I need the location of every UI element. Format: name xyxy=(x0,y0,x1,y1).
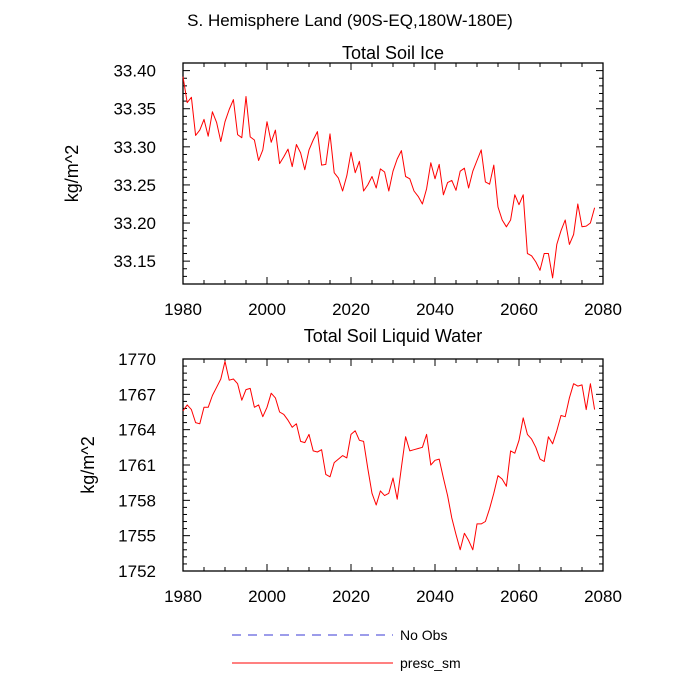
x-tick-label: 2000 xyxy=(248,300,286,319)
x-tick-label: 2060 xyxy=(500,300,538,319)
panel-1: Total Soil Ice kg/m^2 1980 2000 2020 2040 2060… xyxy=(62,43,622,319)
series-line-presc_sm xyxy=(182,360,596,551)
legend-label-2: presc_sm xyxy=(400,655,461,671)
y-tick-label: 33.25 xyxy=(113,176,156,195)
x-tick-label: 2040 xyxy=(416,587,454,606)
y-axis-label: kg/m^2 xyxy=(78,436,98,493)
legend-label-1: No Obs xyxy=(400,627,447,643)
y-tick-label: 33.35 xyxy=(113,100,156,119)
figure-title: S. Hemisphere Land (90S-EQ,180W-180E) xyxy=(187,11,513,30)
y-tick-label: 1758 xyxy=(118,491,156,510)
x-tick-label: 2020 xyxy=(332,587,370,606)
y-tick-label: 33.20 xyxy=(113,214,156,233)
x-tick-label: 2060 xyxy=(500,587,538,606)
panel-title: Total Soil Ice xyxy=(342,43,444,63)
y-tick-label: 1755 xyxy=(118,527,156,546)
y-axis-label: kg/m^2 xyxy=(62,145,82,202)
series-line-presc_sm xyxy=(182,76,596,279)
y-tick-label: 33.15 xyxy=(113,252,156,271)
y-tick-label: 1761 xyxy=(118,456,156,475)
y-tick-label: 1770 xyxy=(118,350,156,369)
y-tick-label: 1767 xyxy=(118,385,156,404)
x-tick-label: 2080 xyxy=(584,587,622,606)
y-tick-label: 33.40 xyxy=(113,62,156,81)
y-tick-label: 1764 xyxy=(118,421,156,440)
x-tick-label: 1980 xyxy=(164,587,202,606)
x-tick-label: 2020 xyxy=(332,300,370,319)
y-tick-label: 1752 xyxy=(118,562,156,581)
panel-title: Total Soil Liquid Water xyxy=(304,326,482,346)
x-tick-label: 2000 xyxy=(248,587,286,606)
panel-2: Total Soil Liquid Water kg/m^2 1980 2000 202… xyxy=(78,326,622,606)
x-tick-label: 2080 xyxy=(584,300,622,319)
y-tick-label: 33.30 xyxy=(113,138,156,157)
x-tick-label: 2040 xyxy=(416,300,454,319)
x-tick-label: 1980 xyxy=(164,300,202,319)
